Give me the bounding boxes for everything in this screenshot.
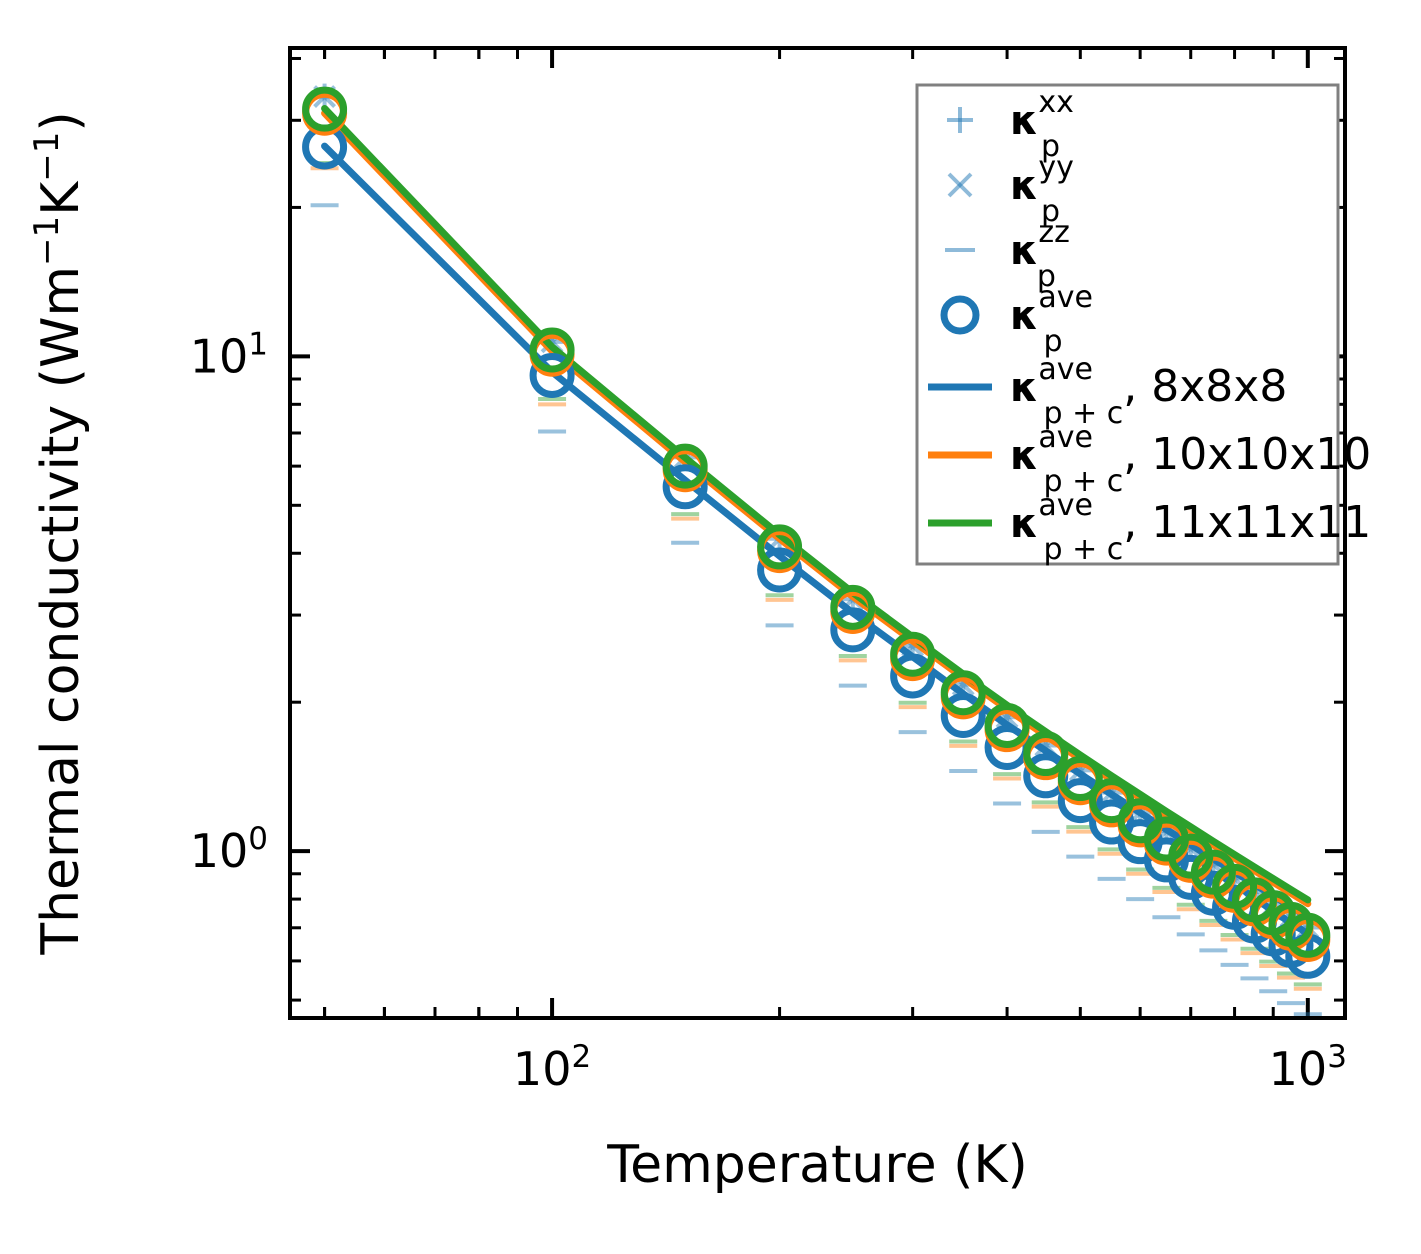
- circle-marker: [662, 464, 708, 510]
- legend-label: κxx p: [1010, 85, 1074, 164]
- legend-entry[interactable]: κave p + c, 11x11x11: [928, 488, 1371, 567]
- legend-entry[interactable]: κave p: [940, 280, 1093, 359]
- circle-marker: [940, 693, 986, 738]
- circle-marker: [1023, 731, 1069, 777]
- circle-marker: [757, 547, 803, 593]
- circle-marker: [984, 702, 1030, 748]
- circle-marker: [940, 670, 986, 716]
- legend-label: κave p + c, 11x11x11: [1010, 488, 1371, 567]
- scatter-dash: [310, 203, 1322, 1017]
- legend-label: κzz p: [1010, 215, 1070, 294]
- circle-marker: [830, 607, 876, 653]
- circle-marker: [1285, 912, 1331, 958]
- y-tick-label: 101: [190, 326, 268, 383]
- circle-marker: [302, 86, 348, 132]
- x-tick-label: 102: [513, 1039, 591, 1096]
- y-tick-label: 100: [190, 821, 268, 878]
- y-axis-title: Thermal conductivity (Wm−1K−1): [27, 111, 91, 955]
- legend-label: κave p: [1010, 280, 1093, 359]
- circle-marker: [529, 327, 575, 373]
- circle-marker: [662, 443, 708, 489]
- circle-marker: [890, 653, 936, 699]
- cross-icon: [947, 172, 973, 198]
- scatter-circle: [302, 86, 1331, 958]
- circle-icon: [940, 295, 980, 335]
- legend-label: κyy p: [1010, 150, 1074, 229]
- circle-marker: [890, 631, 936, 677]
- axes-frame: [288, 46, 1347, 1020]
- legend-entry[interactable]: κave p + c, 8x8x8: [928, 352, 1287, 431]
- legend-entry[interactable]: κzz p: [945, 215, 1070, 294]
- x-tick-label: 103: [1269, 1039, 1347, 1096]
- x-axis-title: Temperature (K): [606, 1135, 1028, 1195]
- legend-entry[interactable]: κave p + c, 10x10x10: [928, 420, 1371, 499]
- circle-marker: [529, 352, 575, 398]
- legend-entry[interactable]: κyy p: [947, 150, 1074, 229]
- data-layer: [302, 83, 1331, 1017]
- legend-entry[interactable]: κxx p: [947, 85, 1074, 164]
- legend-label: κave p + c, 8x8x8: [1010, 352, 1287, 431]
- legend-label: κave p + c, 10x10x10: [1010, 420, 1371, 499]
- circle-marker: [830, 584, 876, 630]
- circle-marker: [1057, 756, 1103, 802]
- circle-marker: [1057, 778, 1103, 824]
- legend-box: [915, 83, 1340, 566]
- circle-marker: [757, 524, 803, 570]
